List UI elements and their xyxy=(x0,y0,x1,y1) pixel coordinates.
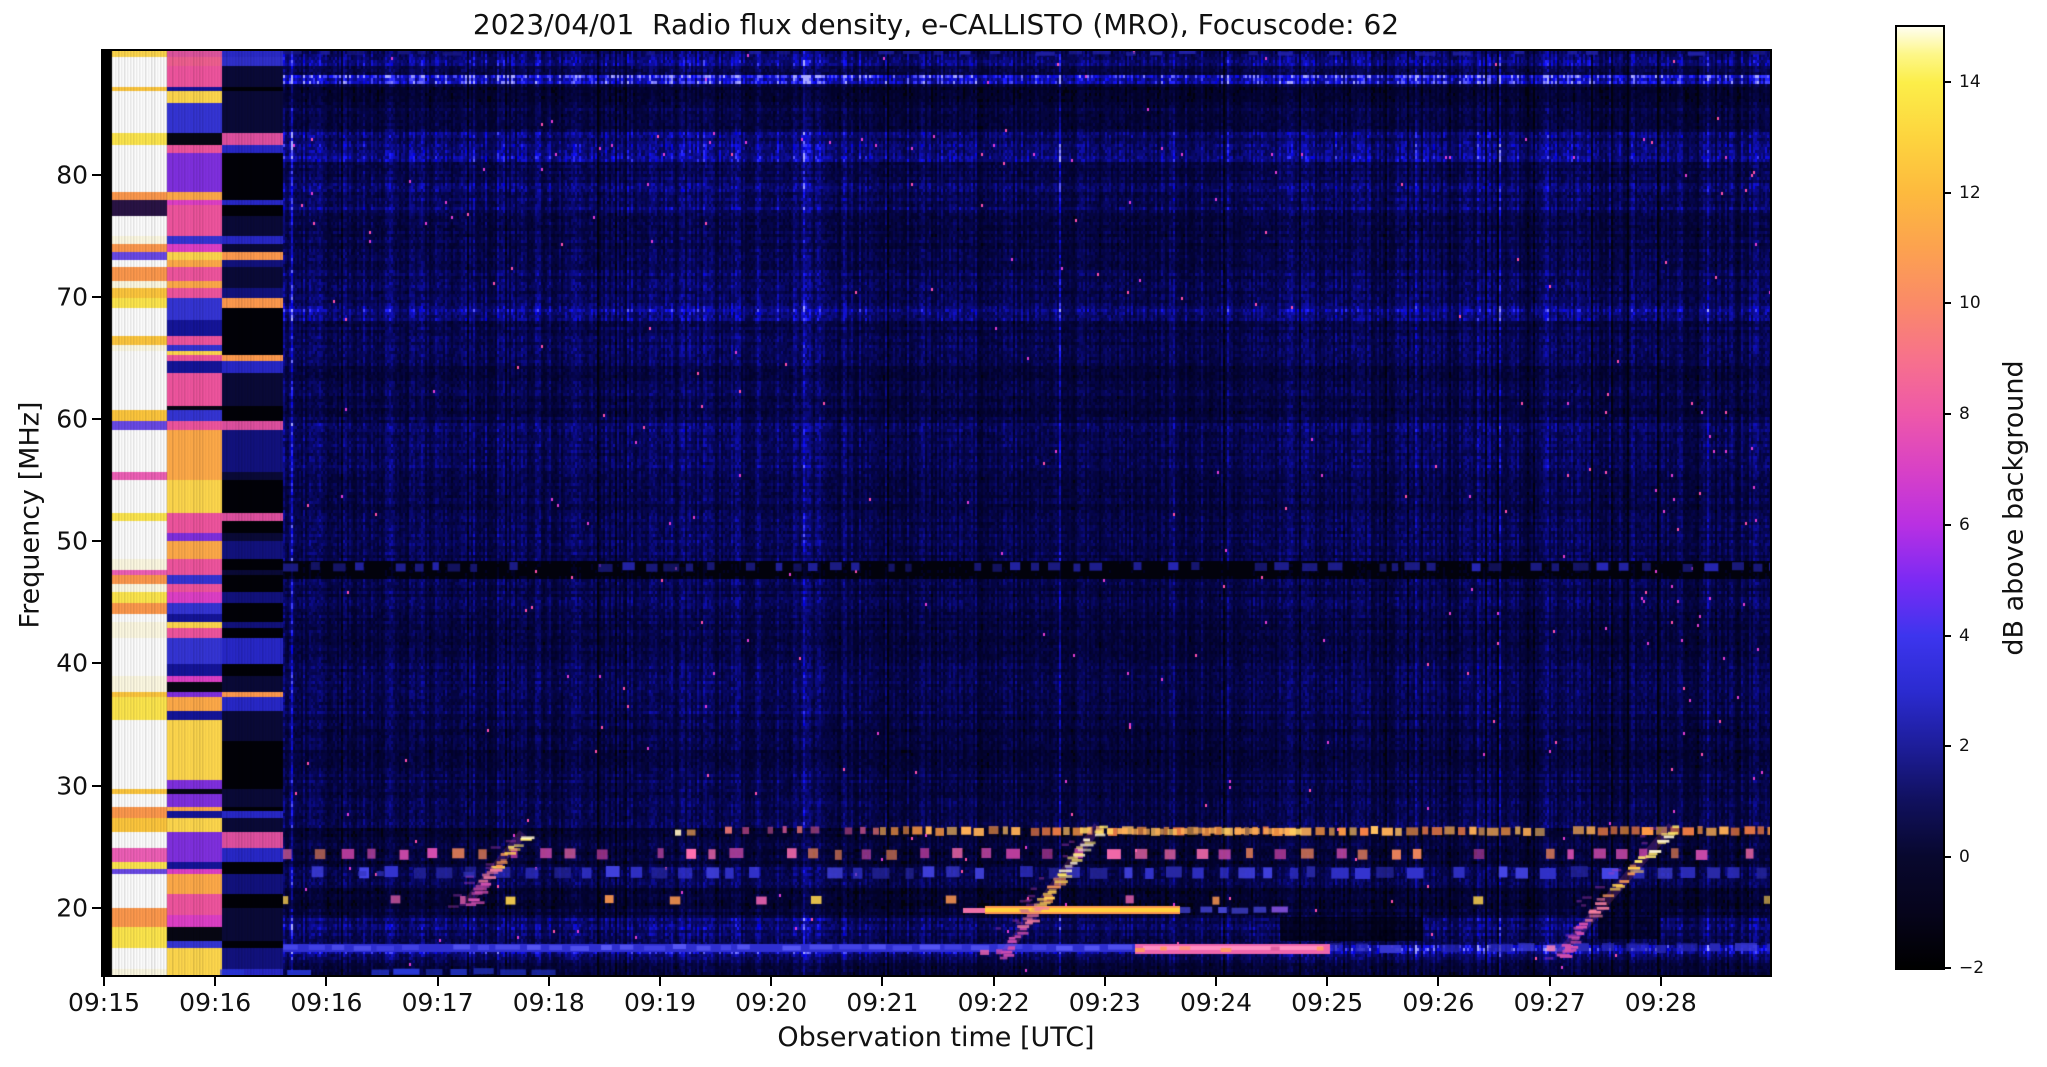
x-tick-label: 09:26 xyxy=(1402,988,1475,1017)
colorbar-tick-mark xyxy=(1943,302,1951,304)
colorbar-tick-mark xyxy=(1943,745,1951,747)
y-tick-mark xyxy=(92,907,101,909)
colorbar-tick-mark xyxy=(1943,635,1951,637)
x-tick-mark xyxy=(770,977,773,986)
y-tick-mark xyxy=(92,174,101,176)
y-tick-mark xyxy=(92,785,101,787)
y-tick-label: 20 xyxy=(56,893,88,923)
colorbar-tick-label: 4 xyxy=(1959,626,1970,646)
colorbar-tick-label: 10 xyxy=(1959,293,1981,313)
x-axis-label: Observation time [UTC] xyxy=(777,1022,1095,1053)
x-tick-mark xyxy=(1103,977,1106,986)
x-tick-mark xyxy=(1437,977,1440,986)
y-tick-mark xyxy=(92,418,101,420)
x-tick-label: 09:28 xyxy=(1624,988,1697,1017)
y-axis-label: Frequency [MHz] xyxy=(14,401,46,629)
colorbar-tick-label: 12 xyxy=(1959,183,1981,203)
x-tick-label: 09:15 xyxy=(67,988,141,1017)
colorbar-tick-label: 0 xyxy=(1959,847,1970,867)
colorbar-frame xyxy=(1895,25,1945,970)
colorbar-gradient xyxy=(1897,27,1943,968)
y-tick-label: 60 xyxy=(56,404,88,434)
colorbar-tick-mark xyxy=(1943,856,1951,858)
x-tick-mark xyxy=(659,977,661,986)
y-tick-mark xyxy=(92,540,101,542)
x-tick-mark xyxy=(325,977,328,986)
x-tick-mark xyxy=(436,977,439,986)
x-tick-label: 09:19 xyxy=(623,988,697,1017)
spectrogram-canvas xyxy=(103,51,1770,975)
plot-title: 2023/04/01 Radio flux density, e-CALLIST… xyxy=(472,8,1400,41)
colorbar-tick-mark xyxy=(1943,81,1951,83)
y-tick-label: 80 xyxy=(56,160,88,190)
colorbar-tick-mark xyxy=(1943,413,1951,415)
y-tick-mark xyxy=(92,662,101,664)
colorbar-tick-label: 14 xyxy=(1959,72,1981,92)
colorbar-tick-label: 8 xyxy=(1959,404,1970,424)
x-tick-label: 09:20 xyxy=(735,988,808,1017)
y-tick-label: 40 xyxy=(56,648,88,678)
x-tick-label: 09:17 xyxy=(401,988,474,1017)
x-tick-mark xyxy=(214,977,217,986)
y-tick-label: 30 xyxy=(56,771,88,801)
x-tick-mark xyxy=(1659,977,1662,986)
colorbar-label: dB above background xyxy=(1998,360,2030,656)
y-tick-mark xyxy=(92,296,101,298)
colorbar-tick-label: 6 xyxy=(1959,515,1970,535)
x-tick-label: 09:25 xyxy=(1291,988,1364,1017)
x-tick-label: 09:23 xyxy=(1068,988,1141,1017)
colorbar-tick-mark xyxy=(1943,524,1951,526)
x-tick-label: 09:16 xyxy=(179,988,252,1017)
x-tick-label: 09:16 xyxy=(290,988,363,1017)
x-tick-label: 09:27 xyxy=(1513,988,1586,1017)
x-tick-label: 09:22 xyxy=(957,988,1030,1017)
x-tick-mark xyxy=(1215,977,1217,986)
y-tick-label: 70 xyxy=(56,282,88,312)
x-tick-label: 09:21 xyxy=(846,988,919,1017)
x-tick-mark xyxy=(103,977,105,986)
x-tick-mark xyxy=(1326,977,1329,986)
x-tick-mark xyxy=(1548,977,1551,986)
colorbar-tick-mark xyxy=(1943,967,1951,969)
colorbar-tick-label: −2 xyxy=(1959,958,1985,978)
x-tick-label: 09:18 xyxy=(512,988,585,1017)
y-tick-label: 50 xyxy=(56,526,88,556)
x-tick-mark xyxy=(547,977,550,986)
x-tick-mark xyxy=(881,977,884,986)
colorbar-tick-label: 2 xyxy=(1959,736,1970,756)
x-tick-label: 09:24 xyxy=(1179,988,1253,1017)
colorbar-tick-mark xyxy=(1943,192,1951,194)
x-tick-mark xyxy=(992,977,995,986)
